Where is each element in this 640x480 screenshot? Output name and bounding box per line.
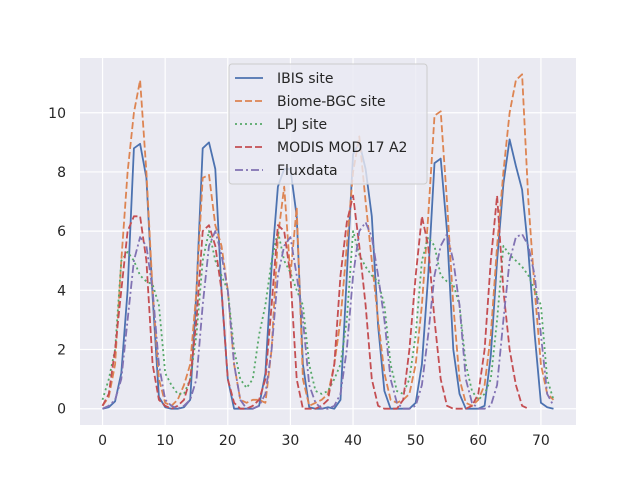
x-tick-label: 20 bbox=[219, 433, 237, 449]
y-axis-ticks: 0 2 4 6 8 10 bbox=[48, 106, 66, 418]
series-line-4 bbox=[102, 221, 555, 410]
y-tick-label: 6 bbox=[57, 224, 66, 240]
legend-label: IBIS site bbox=[277, 71, 334, 87]
series-layer bbox=[101, 73, 555, 410]
legend: IBIS site Biome-BGC site LPJ site MODIS MOD… bbox=[228, 63, 428, 185]
legend-label: Biome-BGC site bbox=[277, 94, 386, 110]
y-tick-label: 4 bbox=[57, 283, 66, 299]
x-axis-ticks: 0 10 20 30 40 50 60 70 bbox=[98, 433, 550, 449]
y-tick-label: 2 bbox=[57, 343, 66, 359]
y-tick-label: 10 bbox=[48, 106, 66, 122]
series-line-1 bbox=[101, 73, 555, 407]
x-tick-label: 10 bbox=[156, 433, 174, 449]
x-tick-label: 50 bbox=[407, 433, 425, 449]
legend-box bbox=[228, 63, 428, 185]
legend-label: Fluxdata bbox=[277, 163, 338, 179]
x-tick-label: 0 bbox=[98, 433, 107, 449]
x-tick-label: 70 bbox=[532, 433, 550, 449]
legend-label: LPJ site bbox=[277, 117, 327, 133]
x-tick-label: 30 bbox=[282, 433, 300, 449]
x-tick-label: 40 bbox=[344, 433, 362, 449]
legend-label: MODIS MOD 17 A2 bbox=[277, 140, 407, 156]
x-tick-label: 60 bbox=[469, 433, 487, 449]
y-tick-label: 0 bbox=[57, 402, 66, 418]
y-tick-label: 8 bbox=[57, 165, 66, 181]
